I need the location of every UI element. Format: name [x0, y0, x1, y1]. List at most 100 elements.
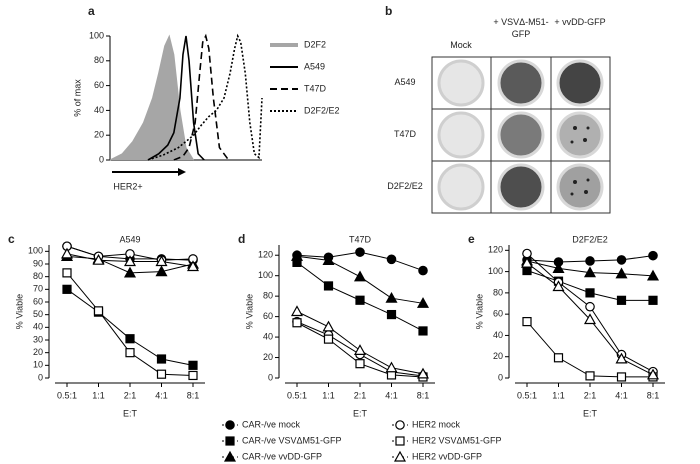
y-tick-label: 60 [94, 80, 104, 90]
x-tick-label: 4:1 [615, 390, 628, 400]
marker [552, 280, 565, 292]
marker [585, 288, 595, 298]
y-tick-label: 60 [493, 309, 503, 319]
marker [125, 348, 135, 358]
x-tick-label: 1:1 [92, 390, 105, 400]
marker [585, 256, 595, 266]
marker [156, 354, 167, 364]
x-axis-label: E:T [353, 408, 368, 418]
histogram-line [147, 33, 263, 161]
panel-letter: e [468, 232, 475, 246]
marker [585, 301, 595, 312]
y-tick-label: 100 [488, 266, 503, 276]
y-tick-label: 80 [263, 291, 273, 301]
marker [386, 254, 397, 265]
y-axis-label: % Viable [14, 294, 24, 329]
x-axis-label: HER2+ [113, 181, 142, 191]
x-tick-label: 8:1 [417, 390, 430, 400]
legend-label: D2F2/E2 [304, 105, 340, 115]
marker [520, 256, 534, 268]
chart-title: A549 [119, 234, 140, 244]
y-tick-label: 30 [33, 334, 43, 344]
legend-marker [393, 450, 407, 462]
y-tick-label: 20 [493, 351, 503, 361]
chart-title: D2F2/E2 [572, 234, 608, 244]
marker [123, 266, 137, 278]
x-axis-label: E:T [123, 408, 138, 418]
y-tick-label: 70 [33, 284, 43, 294]
legend-marker [395, 420, 405, 430]
marker [323, 334, 334, 344]
marker [522, 317, 532, 327]
marker [386, 309, 397, 320]
marker [186, 260, 200, 272]
marker [416, 367, 430, 379]
chart-title: T47D [349, 234, 372, 244]
marker [322, 320, 335, 332]
marker [290, 305, 304, 317]
y-tick-label: 0 [268, 372, 273, 382]
marker [615, 352, 628, 364]
marker [155, 255, 168, 267]
legend-label: CAR-/ve mock [242, 419, 301, 429]
marker [355, 359, 365, 369]
legend-label: D2F2 [304, 39, 326, 49]
marker [123, 255, 137, 267]
marker [616, 295, 627, 305]
x-tick-label: 0.5:1 [287, 390, 307, 400]
legend-label: HER2 vvDD-GFP [412, 451, 482, 461]
marker [62, 268, 72, 278]
histogram-area [109, 34, 195, 161]
marker [92, 253, 105, 265]
y-tick-label: 60 [33, 296, 43, 306]
legend-marker [225, 436, 235, 446]
marker [353, 344, 367, 355]
marker [615, 267, 628, 279]
x-axis-label: E:T [583, 408, 598, 418]
marker [583, 313, 597, 325]
marker [648, 295, 658, 305]
x-tick-label: 1:1 [552, 390, 565, 400]
marker [355, 247, 365, 257]
marker [418, 265, 428, 276]
marker [522, 265, 532, 276]
row-label: D2F2/E2 [387, 181, 423, 191]
column-header: + VSVΔ-M51-GFP [493, 17, 549, 39]
legend-label: CAR-/ve vvDD-GFP [242, 451, 322, 461]
x-tick-label: 2:1 [584, 390, 597, 400]
marker [292, 318, 302, 328]
marker [62, 284, 72, 294]
histogram-line [147, 35, 205, 161]
marker [188, 370, 198, 381]
marker [583, 266, 597, 278]
marker [418, 326, 428, 336]
marker [553, 353, 564, 363]
marker [93, 306, 104, 316]
y-tick-label: 40 [263, 331, 273, 341]
y-tick-label: 120 [488, 245, 503, 255]
x-tick-label: 2:1 [124, 390, 137, 400]
marker [552, 262, 565, 274]
y-axis-label: % of max [72, 79, 82, 117]
x-tick-label: 0.5:1 [517, 390, 537, 400]
marker [522, 248, 532, 259]
axis-arrow-head [178, 168, 186, 176]
panel-letter: d [238, 232, 245, 246]
marker [385, 291, 398, 303]
y-tick-label: 20 [94, 130, 104, 140]
marker [646, 368, 660, 380]
series-line [526, 321, 653, 378]
y-tick-label: 40 [493, 330, 503, 340]
marker [385, 361, 398, 373]
marker [323, 281, 334, 291]
legend-marker [225, 420, 235, 430]
marker [188, 360, 198, 370]
y-axis-label: % Viable [474, 294, 484, 329]
y-tick-label: 0 [498, 372, 503, 382]
x-tick-label: 8:1 [647, 390, 660, 400]
marker [616, 372, 627, 382]
y-tick-label: 80 [493, 287, 503, 297]
marker [60, 247, 74, 259]
